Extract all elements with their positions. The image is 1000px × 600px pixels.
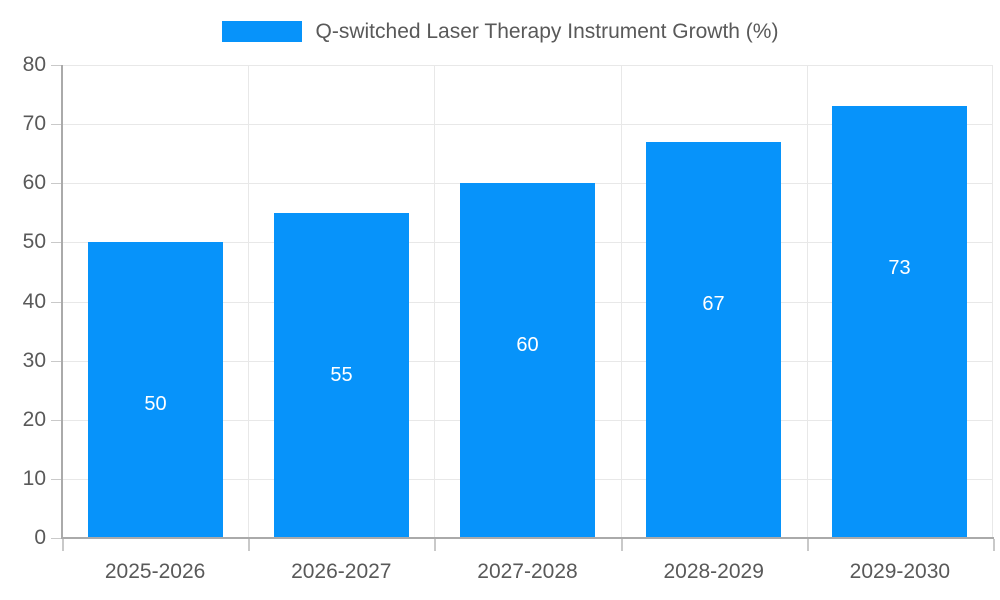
x-axis-tick	[807, 539, 809, 551]
y-axis-tick	[51, 242, 61, 244]
x-axis-tick-label: 2026-2027	[291, 560, 392, 583]
y-axis-tick-labels: 0 10 20 30 40 50 60 70 80	[0, 0, 46, 600]
bar[interactable]	[832, 106, 967, 538]
bar-value-label: 67	[702, 292, 725, 315]
x-axis-tick-label: 2029-2030	[849, 560, 951, 583]
bar-value-label: 73	[888, 257, 911, 280]
gridline-vertical	[248, 65, 249, 538]
plot-right-border	[992, 65, 993, 538]
bar-value-label: 50	[144, 393, 167, 416]
bar[interactable]	[88, 242, 223, 538]
x-axis-tick-label: 2025-2026	[104, 560, 206, 583]
y-axis-line	[61, 65, 63, 539]
gridline-horizontal	[62, 65, 993, 66]
x-axis-tick	[993, 539, 995, 551]
plot-area: 50 55 60 67 73	[62, 65, 993, 539]
y-axis-tick	[51, 124, 61, 126]
x-axis-line	[62, 537, 994, 539]
bar-value-label: 55	[330, 363, 353, 386]
bar[interactable]	[274, 212, 409, 538]
y-axis-tick-label: 50	[22, 230, 46, 254]
y-axis-tick-label: 70	[22, 112, 46, 136]
y-axis-tick	[51, 538, 61, 539]
y-axis-tick-label: 10	[22, 466, 46, 490]
y-axis-tick	[51, 301, 61, 303]
x-axis-tick-label: 2028-2029	[663, 560, 764, 583]
y-axis-tick	[51, 360, 61, 362]
gridline-vertical	[621, 65, 622, 538]
y-axis-tick	[51, 65, 61, 66]
legend-color-swatch	[221, 20, 302, 42]
bar[interactable]	[646, 141, 781, 538]
legend-item-label: Q-switched Laser Therapy Instrument Grow…	[315, 19, 779, 43]
x-axis-tick	[434, 539, 436, 551]
legend-item-0[interactable]: Q-switched Laser Therapy Instrument Grow…	[221, 19, 779, 43]
y-axis-tick-label: 40	[22, 289, 46, 313]
y-axis-tick-label: 20	[22, 407, 46, 431]
y-axis-tick-label: 60	[22, 171, 46, 195]
x-axis-tick	[621, 539, 623, 551]
y-axis-tick-label: 30	[22, 348, 46, 372]
y-axis-tick-label: 0	[34, 526, 46, 549]
gridline-horizontal	[62, 124, 993, 126]
y-axis-tick	[51, 478, 61, 480]
y-axis-tick	[51, 419, 61, 421]
gridline-vertical	[807, 65, 808, 538]
y-axis-tick-label: 80	[22, 53, 46, 76]
x-axis-tick-label: 2027-2028	[477, 560, 578, 583]
gridline-vertical	[434, 65, 435, 538]
y-axis-tick	[51, 183, 61, 185]
x-axis-tick	[62, 539, 64, 551]
chart-legend: Q-switched Laser Therapy Instrument Grow…	[0, 14, 1000, 48]
x-axis-tick	[248, 539, 250, 551]
bar-value-label: 60	[516, 334, 539, 357]
bar[interactable]	[460, 183, 595, 538]
